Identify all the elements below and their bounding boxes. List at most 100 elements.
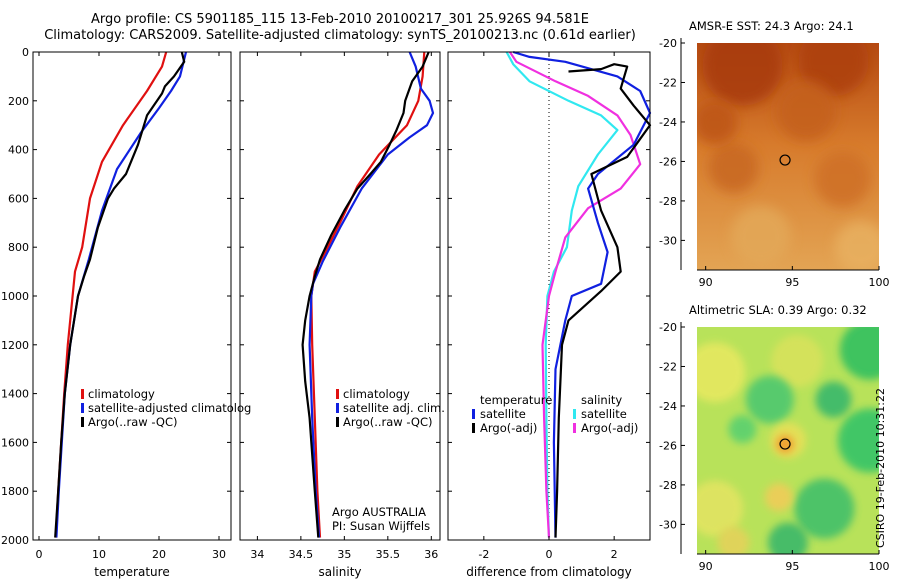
legend-entry: Argo(-adj) — [581, 421, 638, 435]
y-tick-label: -28 — [659, 479, 677, 492]
chart-title-line1: Argo profile: CS 5901185_115 13-Feb-2010… — [90, 12, 590, 27]
y-tick-label: 1600 — [1, 436, 29, 449]
y-tick-label: -20 — [659, 37, 677, 50]
sst-patch — [702, 43, 783, 106]
legend-entry: climatology — [88, 387, 155, 401]
legend-entry: Argo(-adj) — [480, 421, 537, 435]
x-tick-label: 0 — [36, 548, 43, 561]
legend-entry: salinity — [581, 393, 622, 407]
legend-swatch — [81, 403, 84, 413]
sla-patch — [771, 335, 824, 388]
y-tick-label: -24 — [659, 400, 677, 413]
profile-line-2 — [512, 50, 652, 538]
profile-line-3 — [554, 63, 652, 538]
y-tick-label: -24 — [659, 116, 677, 129]
x-tick-label: 36 — [424, 548, 438, 561]
legend-entry: satellite-adjusted climatolog — [88, 401, 251, 415]
profile-line-2 — [54, 51, 186, 538]
profile-panel-1: 34 34.5 35 35.5 36 salinity climatologysatelli… — [239, 51, 445, 579]
x-tick-label: 30 — [212, 548, 226, 561]
sla-patch — [839, 327, 879, 380]
x-tick-label: 90 — [699, 276, 713, 289]
argo-position-marker — [779, 154, 791, 166]
legend-entry: satellite — [480, 407, 526, 421]
axes-frame — [239, 51, 441, 541]
y-tick-label: 1800 — [1, 485, 29, 498]
x-axis-label: difference from climatology — [466, 565, 632, 579]
legend-swatch — [336, 389, 339, 399]
profile-panel-0: 0 10 20 30 0 200 400 600 800 1000 1200 1400 1600 1800… — [1, 46, 251, 579]
profile-line-0 — [310, 51, 426, 538]
legend-entry: satellite — [581, 407, 627, 421]
map-field — [697, 43, 879, 270]
legend-entry: temperature — [480, 393, 552, 407]
x-tick-label: 34.5 — [289, 548, 314, 561]
y-tick-label: -20 — [659, 321, 677, 334]
x-tick-label: 35.5 — [376, 548, 401, 561]
legend-entry: Argo(..raw -QC) — [343, 415, 433, 429]
legend-swatch — [81, 417, 84, 427]
sla-patch — [697, 342, 746, 403]
y-tick-label: -30 — [659, 234, 677, 247]
y-tick-label: -26 — [659, 155, 677, 168]
profile-line-1 — [55, 51, 188, 538]
sla-patch — [697, 480, 744, 537]
y-tick-label: 0 — [22, 46, 29, 59]
map-title: Altimetric SLA: 0.39 Argo: 0.32 — [689, 303, 867, 317]
y-tick-label: -30 — [659, 518, 677, 531]
x-axis-label: temperature — [94, 565, 169, 579]
y-tick-label: 1400 — [1, 388, 29, 401]
y-tick-label: 200 — [8, 95, 29, 108]
profile-line-1 — [308, 51, 435, 538]
map-field — [697, 327, 879, 554]
y-tick-label: 1000 — [1, 290, 29, 303]
y-tick-label: 800 — [8, 241, 29, 254]
legend-swatch — [81, 389, 84, 399]
y-tick-label: -22 — [659, 76, 677, 89]
x-tick-label: 0 — [546, 548, 553, 561]
x-tick-label: 20 — [152, 548, 166, 561]
y-tick-label: -26 — [659, 439, 677, 452]
axes-frame — [32, 51, 232, 541]
sst-patch — [834, 221, 879, 270]
sla-patch — [837, 408, 879, 473]
sla-patch — [728, 415, 757, 444]
y-tick-label: 2000 — [1, 534, 29, 547]
legend-entry: climatology — [343, 387, 410, 401]
sst-patch — [730, 205, 791, 266]
sst-map-panel: AMSR-E SST: 24.3 Argo: 24.1 90 95 100 -20 -22… — [659, 19, 889, 289]
y-tick-label: 1200 — [1, 339, 29, 352]
map-title: AMSR-E SST: 24.3 Argo: 24.1 — [689, 19, 854, 33]
sla-map-panel: Altimetric SLA: 0.39 Argo: 0.32 90 95 100 -2… — [659, 303, 890, 573]
sla-patch — [717, 526, 750, 554]
profile-panel-2: -2 0 2 difference from climatology temperatu… — [447, 50, 652, 579]
legend-entry: Argo(..raw -QC) — [88, 415, 178, 429]
legend-swatch — [336, 417, 339, 427]
legend-swatch — [472, 409, 475, 419]
sla-patch — [764, 483, 793, 512]
panel-annotation: Argo AUSTRALIA — [332, 505, 426, 519]
legend-swatch — [573, 423, 576, 433]
profile-line-0 — [505, 51, 619, 538]
sla-patch — [815, 381, 852, 418]
sst-patch — [776, 81, 837, 142]
x-tick-label: 34 — [250, 548, 264, 561]
timestamp-stamp: CSIRO 19-Feb-2010 10:31:22 — [874, 387, 887, 548]
sla-patch — [794, 478, 855, 539]
x-tick-label: 95 — [785, 276, 799, 289]
x-tick-label: 2 — [611, 548, 618, 561]
sla-anomaly — [776, 435, 795, 454]
x-tick-label: 100 — [869, 560, 890, 573]
y-tick-label: -22 — [659, 360, 677, 373]
x-tick-label: -2 — [478, 548, 489, 561]
x-tick-label: 90 — [699, 560, 713, 573]
sst-patch — [814, 151, 871, 208]
y-tick-label: 600 — [8, 192, 29, 205]
x-tick-label: 95 — [785, 560, 799, 573]
y-tick-label: -28 — [659, 195, 677, 208]
profile-line-1 — [508, 51, 642, 538]
x-tick-label: 10 — [92, 548, 106, 561]
profile-line-2 — [301, 51, 430, 538]
y-tick-label: 400 — [8, 144, 29, 157]
